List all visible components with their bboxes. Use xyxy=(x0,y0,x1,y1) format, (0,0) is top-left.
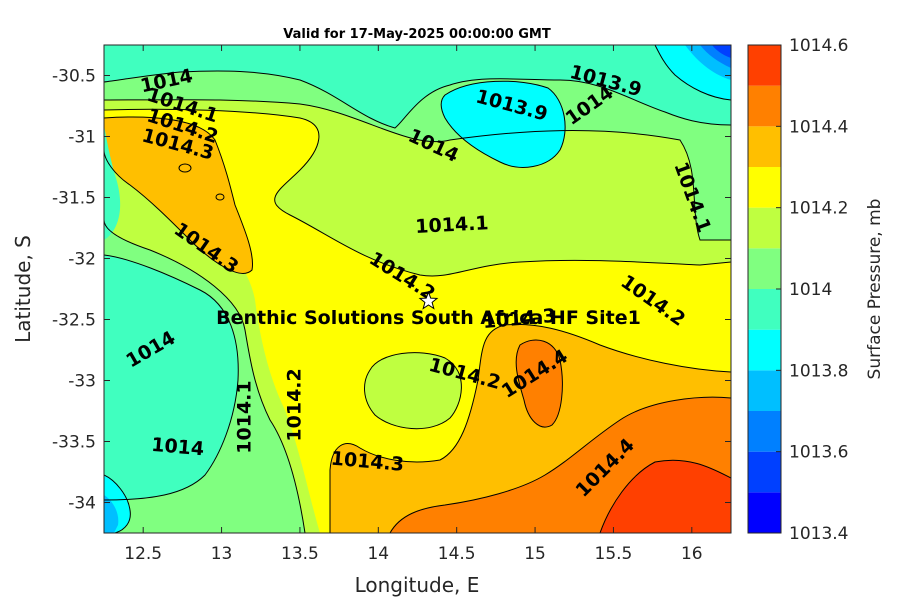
y-tick-label: -30.5 xyxy=(52,67,96,87)
colorbar: 1013.4 1013.6 1013.8 1014 1014.2 1014.4 1014.6 xyxy=(747,36,848,544)
contour-label: 1014.2 xyxy=(284,368,306,441)
isoline xyxy=(329,323,731,533)
isoline xyxy=(599,459,731,533)
colorbar-tick-label: 1013.4 xyxy=(789,524,848,544)
contour-label: 1014.1 xyxy=(234,380,256,453)
band-1013-7-sw xyxy=(104,495,119,533)
isoline xyxy=(364,352,462,430)
x-tick-label: 16 xyxy=(681,544,703,564)
x-tick-label: 13.5 xyxy=(281,544,319,564)
colorbar-segment xyxy=(748,451,781,493)
plot-frame xyxy=(103,44,732,534)
isoline xyxy=(104,70,731,129)
isoline xyxy=(215,193,225,201)
x-axis-label: Longitude, E xyxy=(355,573,480,597)
y-tick-label: -32 xyxy=(68,250,96,270)
isoline xyxy=(104,108,731,277)
x-tick-label: 15.5 xyxy=(595,544,633,564)
x-tick-label: 14.5 xyxy=(438,544,476,564)
site-star-icon xyxy=(418,290,439,310)
x-tick-label: 12.5 xyxy=(124,544,162,564)
band-1013-9-north xyxy=(104,45,731,128)
band-1014-1-pocket xyxy=(364,352,462,429)
y-tick-label: -34 xyxy=(68,494,96,514)
isoline xyxy=(389,396,731,533)
chart-title: Valid for 17-May-2025 00:00:00 GMT xyxy=(283,27,551,42)
isoline xyxy=(104,474,131,533)
isoline xyxy=(178,163,192,173)
isoline xyxy=(440,80,566,168)
contour-label: 1014.1 xyxy=(415,212,489,238)
colorbar-tick-label: 1013.6 xyxy=(789,443,848,463)
band-1013-9-west xyxy=(104,255,239,500)
site-marker: Benthic Solutions South Africa HF Site1 xyxy=(216,290,641,329)
isolines xyxy=(104,45,731,533)
colorbar-label: Surface Pressure, mb xyxy=(865,199,885,380)
colorbar-segment xyxy=(748,167,781,208)
band-1014-4-center xyxy=(516,340,563,428)
band-1013-5-ne xyxy=(712,45,731,58)
x-tick-label: 15 xyxy=(524,544,546,564)
colorbar-tick-label: 1014.4 xyxy=(789,117,848,137)
colorbar-segment xyxy=(748,248,781,289)
y-axis-label: Latitude, S xyxy=(11,235,35,343)
colorbar-tick-label: 1014.6 xyxy=(789,36,848,56)
colorbar-segment xyxy=(748,492,781,533)
band-1014-5 xyxy=(600,460,731,533)
isoline xyxy=(515,339,563,428)
x-tick-label: 13 xyxy=(211,544,233,564)
colorbar-tick-label: 1014.2 xyxy=(789,199,848,219)
y-tick-label: -31.5 xyxy=(52,189,96,209)
isoline xyxy=(104,219,306,533)
colorbar-segment xyxy=(748,126,781,167)
isoline xyxy=(104,116,254,274)
colorbar-segment xyxy=(748,45,781,86)
y-tick-label: -31 xyxy=(68,128,96,148)
colorbar-segment xyxy=(748,289,781,330)
colorbar-segment xyxy=(748,329,781,371)
colorbar-tick-label: 1013.8 xyxy=(789,361,848,381)
isoline xyxy=(654,45,731,101)
y-tick-label: -32.5 xyxy=(52,311,96,331)
isoline xyxy=(104,254,239,501)
colorbar-segment xyxy=(748,370,781,411)
colorbar-tick-label: 1014 xyxy=(789,280,832,300)
band-1013-9-nw xyxy=(104,125,121,240)
y-tick-label: -33 xyxy=(68,372,96,392)
colorbar-segment xyxy=(748,411,781,452)
site-name: Benthic Solutions South Africa HF Site1 xyxy=(216,307,641,329)
colorbar-segment xyxy=(748,85,781,127)
contour-label: 1014 xyxy=(150,434,205,461)
y-tick-label: -33.5 xyxy=(52,433,96,453)
x-axis: 12.5 13 13.5 14 14.5 15 15.5 16 xyxy=(124,45,703,564)
isoline xyxy=(104,99,731,241)
x-tick-label: 14 xyxy=(367,544,389,564)
band-1014-3-nw xyxy=(104,117,253,274)
colorbar-segment xyxy=(748,207,781,249)
y-axis: -30.5 -31 -31.5 -32 -32.5 -33 -33.5 -34 xyxy=(52,67,731,514)
